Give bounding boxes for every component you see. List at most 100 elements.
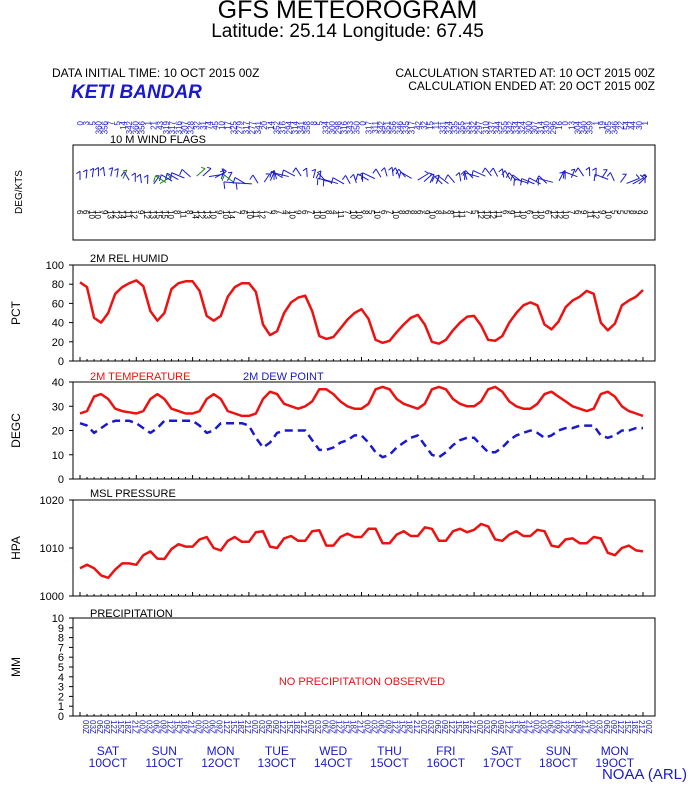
wind-barb bbox=[384, 167, 388, 177]
wind-barb-feather bbox=[391, 167, 396, 173]
wind-barb-feather bbox=[269, 171, 273, 178]
wind-speed-label: 10 bbox=[209, 210, 218, 219]
wind-barb-feather bbox=[481, 167, 486, 174]
wind-barb-feather bbox=[460, 170, 465, 175]
wind-barb bbox=[458, 172, 462, 182]
wind-barb-feather bbox=[153, 175, 156, 183]
wind-speed-label: 13 bbox=[105, 210, 114, 219]
hour-label: 09Z bbox=[327, 720, 336, 734]
hour-label: 00Z bbox=[588, 720, 597, 734]
wind-barb-feather bbox=[164, 173, 168, 180]
wind-direction-label: 355 bbox=[457, 120, 466, 134]
wind-barb bbox=[283, 169, 296, 177]
wind-speed-label: 10 bbox=[312, 210, 321, 219]
wind-barb bbox=[564, 171, 578, 178]
wind-barb-feather bbox=[166, 174, 172, 178]
wind-speed-label: 7 bbox=[233, 210, 242, 215]
wind-speed-label: 11 bbox=[124, 210, 133, 219]
wind-barb-feather bbox=[505, 172, 510, 178]
hour-label: 12Z bbox=[165, 720, 174, 734]
wind-speed-labels: 6610109131214111291213151510811814121310… bbox=[75, 210, 649, 219]
y-tick-label: 1000 bbox=[40, 591, 64, 603]
hour-label: 09Z bbox=[271, 720, 280, 734]
wind-speed-label: 9 bbox=[99, 210, 108, 215]
hour-label: 09Z bbox=[158, 720, 167, 734]
wind-barb-feather bbox=[570, 168, 576, 171]
weekday-label: SAT bbox=[491, 744, 514, 758]
wind-barb-feather bbox=[99, 166, 104, 171]
wind-direction-label: 19 bbox=[598, 120, 607, 129]
wind-direction-label: 316 bbox=[340, 120, 349, 134]
wind-barb-feather bbox=[179, 169, 183, 176]
wind-direction-labels: 0353603567514342360356121433193173163073… bbox=[76, 120, 650, 134]
wind-barb-feather bbox=[228, 171, 233, 174]
wind-direction-label: 356 bbox=[389, 120, 398, 134]
wind-speed-label: 4 bbox=[282, 210, 291, 215]
wind-direction-label: 305 bbox=[604, 120, 613, 134]
wind-barb-feather bbox=[561, 170, 566, 174]
wind-direction-label: 20 bbox=[260, 120, 269, 129]
wind-speed-label: 5 bbox=[470, 210, 479, 215]
hour-label: 12Z bbox=[560, 720, 569, 734]
hour-label: 15Z bbox=[623, 720, 632, 734]
wind-barb-feather bbox=[562, 171, 565, 179]
wind-direction-label: 341 bbox=[254, 120, 263, 134]
page-title: GFS METEOROGRAM bbox=[217, 0, 478, 24]
wind-direction-label: 351 bbox=[463, 120, 472, 134]
date-label: 16OCT bbox=[426, 756, 465, 770]
wind-direction-label: 311 bbox=[371, 120, 380, 133]
hour-label: 15Z bbox=[172, 720, 181, 734]
wind-direction-label: 54 bbox=[623, 120, 632, 129]
wind-barb bbox=[417, 173, 429, 181]
wind-direction-label: 335 bbox=[401, 120, 410, 134]
hour-label: 21Z bbox=[412, 720, 421, 734]
hour-label: 21Z bbox=[355, 720, 364, 734]
wind-barb-feather bbox=[436, 176, 440, 183]
wind-barb-feather bbox=[520, 178, 523, 186]
wind-speed-label: 8 bbox=[446, 210, 455, 215]
y-tick-label: 100 bbox=[46, 260, 64, 272]
wind-speed-label: 9 bbox=[215, 210, 224, 215]
y-tick-label: 4 bbox=[58, 672, 64, 684]
wind-speed-label: 11 bbox=[494, 210, 503, 219]
date-label: 18OCT bbox=[539, 756, 578, 770]
wind-direction-label: 331 bbox=[438, 120, 447, 134]
wind-direction-label: 316 bbox=[174, 120, 183, 134]
wind-speed-label: 12 bbox=[142, 210, 151, 219]
wind-barb-feather bbox=[122, 169, 127, 172]
wind-barb bbox=[166, 172, 179, 180]
wind-barb-feather bbox=[136, 173, 141, 178]
wind-speed-label: 8 bbox=[433, 210, 442, 215]
wind-direction-label: 297 bbox=[475, 120, 484, 134]
wind-speed-label: 11 bbox=[512, 210, 521, 219]
credit-label: NOAA (ARL) bbox=[601, 766, 687, 783]
wind-direction-label: 31 bbox=[199, 120, 208, 129]
wind-direction-label: 43 bbox=[156, 120, 165, 129]
wind-speed-label: 7 bbox=[567, 210, 576, 215]
wind-barb bbox=[323, 178, 339, 185]
hour-label: 00Z bbox=[250, 720, 259, 734]
y-axis-label: PCT bbox=[9, 300, 23, 325]
wind-barb bbox=[570, 169, 576, 178]
hour-label: 18Z bbox=[123, 720, 132, 734]
hour-label: 00Z bbox=[137, 720, 146, 734]
wind-speed-label: 11 bbox=[178, 210, 187, 219]
hour-label: 15Z bbox=[341, 720, 350, 734]
wind-barb-feather bbox=[143, 174, 149, 178]
wind-speed-label: 10 bbox=[482, 210, 491, 219]
wind-barb bbox=[472, 170, 486, 177]
wind-barb bbox=[214, 170, 227, 179]
hour-label: 21Z bbox=[130, 720, 139, 734]
wind-speed-label: 14 bbox=[118, 210, 127, 219]
hour-label: 06Z bbox=[264, 720, 273, 734]
wind-speed-label: 6 bbox=[573, 210, 582, 215]
wind-direction-label: 32 bbox=[193, 120, 202, 129]
wind-direction-label: 21 bbox=[150, 120, 159, 129]
wind-speed-label: 12 bbox=[488, 210, 497, 219]
wind-barb-feather bbox=[444, 174, 449, 180]
wind-barb bbox=[601, 169, 608, 179]
wind-barb bbox=[171, 172, 185, 179]
wind-direction-label: 340 bbox=[580, 120, 589, 134]
wind-direction-label: 74 bbox=[205, 120, 214, 129]
hour-label: 03Z bbox=[538, 720, 547, 734]
